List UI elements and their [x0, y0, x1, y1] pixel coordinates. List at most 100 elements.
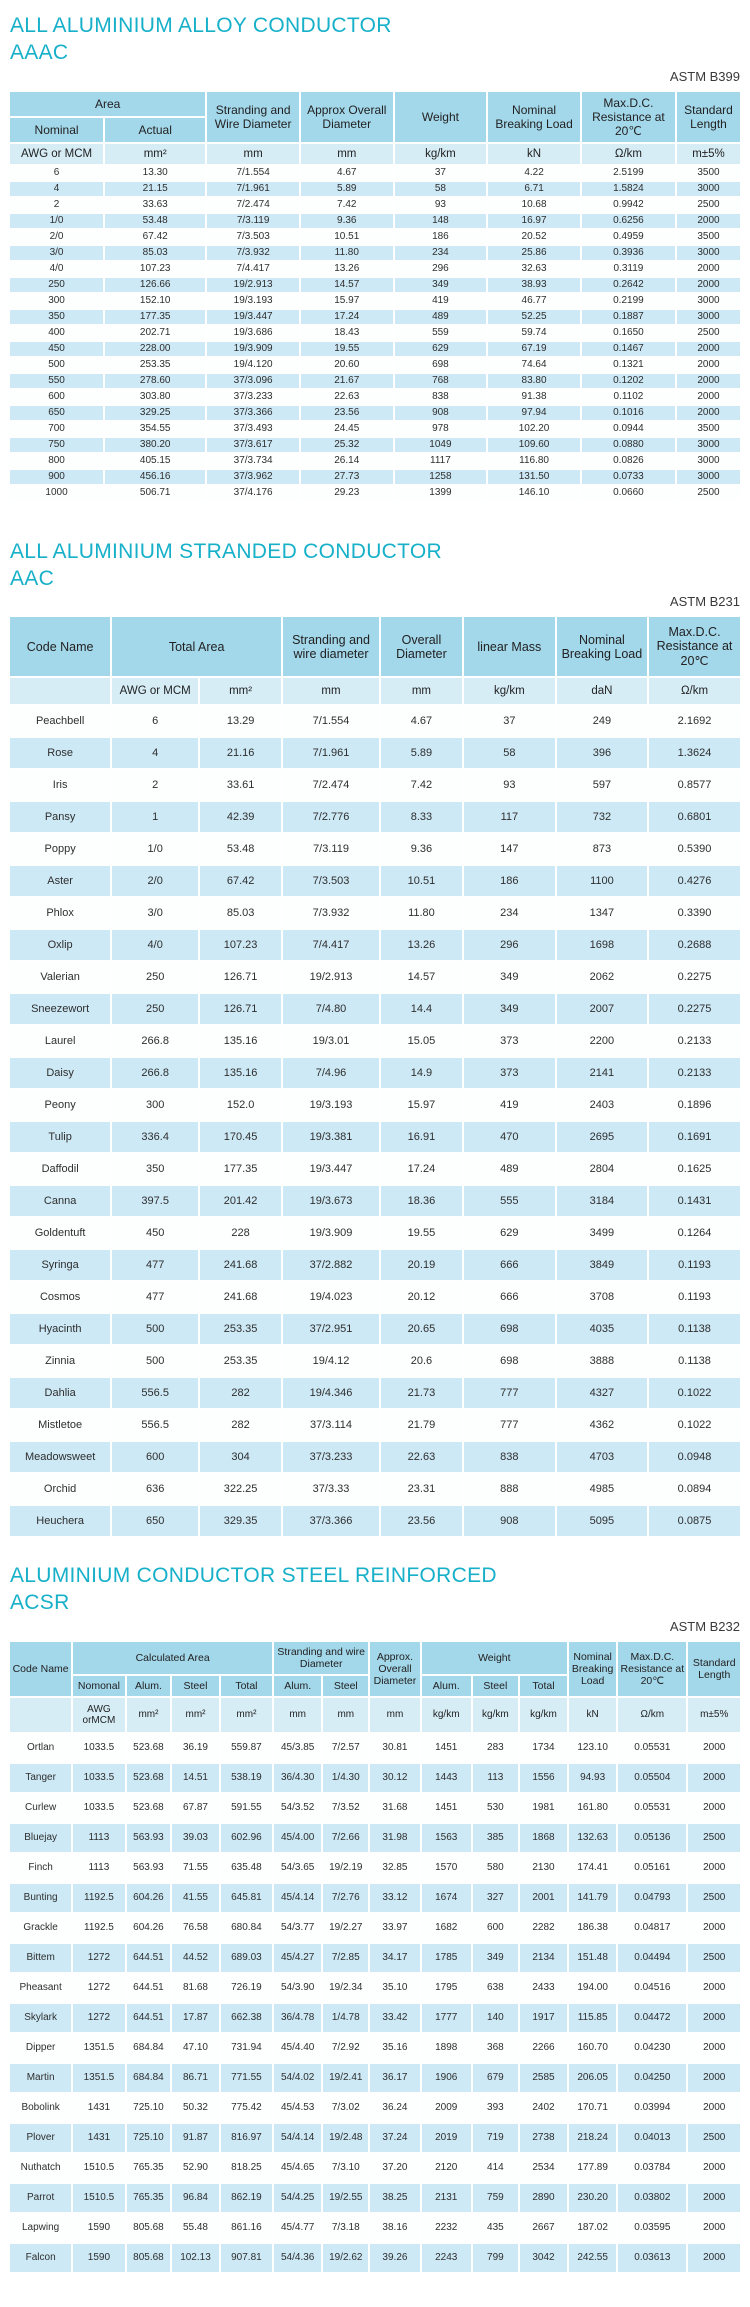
table-cell: 414 — [472, 2153, 518, 2182]
table-cell: 2000 — [688, 2183, 740, 2212]
table-cell: 373 — [463, 1026, 555, 1057]
table-cell: Mistletoe — [10, 1410, 111, 1441]
subcol-header: Steel — [323, 1675, 369, 1696]
table-cell: 41.55 — [172, 1883, 219, 1912]
table-cell: 397.5 — [112, 1186, 199, 1217]
table-cell: 2000 — [688, 1853, 740, 1882]
table-cell: 559 — [394, 325, 487, 340]
table-cell: 33.61 — [200, 770, 282, 801]
table-cell: 35.16 — [370, 2033, 420, 2062]
table-row: 400 202.71 19/3.686 18.43 559 59.74 0.1650 2500 — [10, 325, 740, 340]
table-cell: 3000 — [676, 309, 740, 324]
table-cell: 2243 — [421, 2243, 471, 2272]
table-cell: 37.24 — [370, 2123, 420, 2152]
table-cell: 2500 — [688, 1883, 740, 1912]
table-cell: 396 — [556, 738, 648, 769]
table-cell: 115.85 — [569, 2003, 617, 2032]
table-cell: 2000 — [688, 1913, 740, 1942]
table-cell: 419 — [394, 293, 487, 308]
table-cell: 7/1.554 — [207, 165, 299, 180]
table-cell: 250 — [10, 277, 104, 292]
table-row: Laurel 266.8 135.16 19/3.01 15.05 373 2200 0.21… — [10, 1026, 740, 1057]
table-row: Poppy 1/0 53.48 7/3.119 9.36 147 873 0.5390 — [10, 834, 740, 865]
table-cell: 253.35 — [200, 1314, 282, 1345]
table-cell: 2000 — [688, 1793, 740, 1822]
table-cell: Dahlia — [10, 1378, 111, 1409]
table-cell: 1570 — [421, 1853, 471, 1882]
standard-ref-aac: ASTM B231 — [669, 594, 740, 610]
table-cell: 0.1467 — [581, 341, 675, 356]
col-header-stranding: Stranding and wire diameter — [283, 617, 379, 677]
table-cell: 3/0 — [112, 898, 199, 929]
acsr-table-body: Ortlan 1033.5 523.68 36.19 559.87 45/3.85 7/2.… — [10, 1733, 740, 2272]
table-cell: 900 — [10, 469, 104, 484]
table-cell: 241.68 — [200, 1250, 282, 1281]
table-cell: 559.87 — [220, 1733, 273, 1762]
table-row: Oxlip 4/0 107.23 7/4.417 13.26 296 1698 0.2688 — [10, 930, 740, 961]
table-cell: 0.2199 — [581, 293, 675, 308]
table-cell: 600 — [10, 389, 104, 404]
table-cell: 2062 — [556, 962, 648, 993]
table-cell: Cosmos — [10, 1282, 111, 1313]
table-cell: 132.63 — [569, 1823, 617, 1852]
table-cell: Falcon — [10, 2243, 72, 2272]
table-cell: 10.51 — [300, 229, 393, 244]
table-cell: 54/4.25 — [274, 2183, 322, 2212]
table-cell: 689.03 — [220, 1943, 273, 1972]
table-cell: 18.43 — [300, 325, 393, 340]
table-cell: 1510.5 — [73, 2183, 125, 2212]
table-cell: 470 — [463, 1122, 555, 1153]
unit-cell: AWG or MCM — [112, 678, 199, 705]
table-cell: 0.3390 — [649, 898, 740, 929]
unit-cell: mm — [323, 1697, 369, 1732]
table-cell: 23.31 — [380, 1474, 462, 1505]
table-cell: 22.63 — [380, 1442, 462, 1473]
table-cell: 230.20 — [569, 2183, 617, 2212]
table-cell: 0.04013 — [618, 2123, 687, 2152]
table-cell: 838 — [394, 389, 487, 404]
table-cell: 477 — [112, 1250, 199, 1281]
table-cell: 1033.5 — [73, 1733, 125, 1762]
table-cell: 7/4.417 — [283, 930, 379, 961]
table-cell: 3000 — [676, 469, 740, 484]
table-row: 6 13.30 7/1.554 4.67 37 4.22 2.5199 3500 — [10, 165, 740, 180]
table-row: Grackle 1192.5 604.26 76.58 680.84 54/3.77 19/… — [10, 1913, 740, 1942]
table-cell: 37/2.882 — [283, 1250, 379, 1281]
table-cell: 329.25 — [105, 405, 206, 420]
table-cell: 2120 — [421, 2153, 471, 2182]
table-cell: Sneezewort — [10, 994, 111, 1025]
table-cell: 698 — [463, 1346, 555, 1377]
table-cell: 19/3.193 — [283, 1090, 379, 1121]
col-header-weight: Weight — [421, 1641, 568, 1674]
table-cell: Nuthatch — [10, 2153, 72, 2182]
table-cell: 135.16 — [200, 1026, 282, 1057]
table-cell: Heuchera — [10, 1506, 111, 1537]
table-cell: 662.38 — [220, 2003, 273, 2032]
table-cell: Phlox — [10, 898, 111, 929]
table-cell: 45/4.53 — [274, 2093, 322, 2122]
table-cell: 1399 — [394, 485, 487, 500]
table-cell: 4035 — [556, 1314, 648, 1345]
table-row: Orchid 636 322.25 37/3.33 23.31 888 4985 0.0894 — [10, 1474, 740, 1505]
table-cell: 350 — [10, 309, 104, 324]
table-cell: 2890 — [519, 2183, 568, 2212]
table-cell: Daffodil — [10, 1154, 111, 1185]
table-cell: 33.42 — [370, 2003, 420, 2032]
table-cell: 2000 — [676, 357, 740, 372]
table-cell: 107.23 — [200, 930, 282, 961]
table-row: 2 33.63 7/2.474 7.42 93 10.68 0.9942 2500 — [10, 197, 740, 212]
table-cell: 7/2.66 — [323, 1823, 369, 1852]
table-cell: 2534 — [519, 2153, 568, 2182]
table-cell: 4/0 — [112, 930, 199, 961]
table-cell: 201.42 — [200, 1186, 282, 1217]
table-cell: 146.10 — [488, 485, 580, 500]
table-cell: Pheasant — [10, 1973, 72, 2002]
table-cell: 6 — [112, 706, 199, 737]
table-cell: 684.84 — [126, 2033, 171, 2062]
table-cell: 0.2133 — [649, 1058, 740, 1089]
table-cell: 7/2.76 — [323, 1883, 369, 1912]
table-cell: 4.67 — [380, 706, 462, 737]
table-cell: 91.38 — [488, 389, 580, 404]
table-cell: 13.30 — [105, 165, 206, 180]
table-cell: 23.56 — [300, 405, 393, 420]
